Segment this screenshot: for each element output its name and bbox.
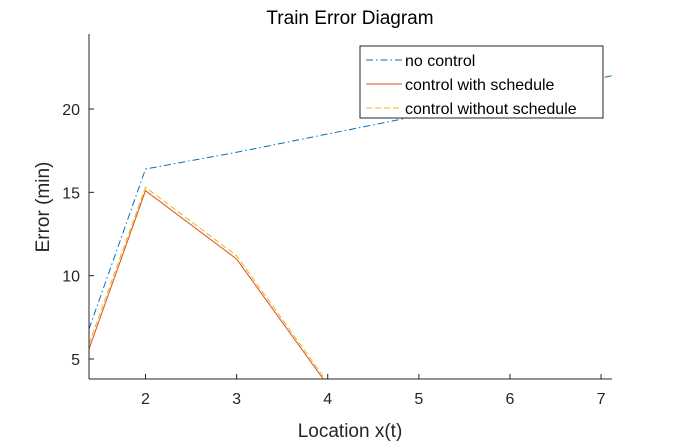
legend-entry: no control — [405, 53, 475, 70]
legend-entry: control without schedule — [405, 101, 577, 118]
axes-layer — [88, 34, 612, 380]
x-axis-label: Location x(t) — [298, 421, 403, 442]
legend-entry: control with schedule — [405, 77, 555, 94]
x-tick-label: 6 — [505, 391, 514, 408]
chart-title: Train Error Diagram — [266, 8, 433, 29]
y-axis-label: Error (min) — [33, 162, 54, 253]
legend: no control control with schedule control w… — [359, 45, 604, 119]
x-tick-label: 7 — [597, 391, 606, 408]
x-tick-label: 4 — [323, 391, 332, 408]
x-tick-label: 3 — [232, 391, 241, 408]
ticks-layer: 2 3 4 5 6 7 5 10 15 20 — [62, 102, 605, 408]
legend-box — [359, 45, 604, 119]
x-tick-label: 5 — [414, 391, 423, 408]
y-tick-label: 5 — [71, 352, 80, 369]
y-tick-label: 10 — [62, 269, 80, 286]
y-tick-label: 15 — [62, 185, 80, 202]
x-tick-label: 2 — [141, 391, 150, 408]
y-tick-label: 20 — [62, 102, 80, 119]
series-line-3 — [89, 186, 326, 379]
series-line-2 — [89, 189, 324, 379]
